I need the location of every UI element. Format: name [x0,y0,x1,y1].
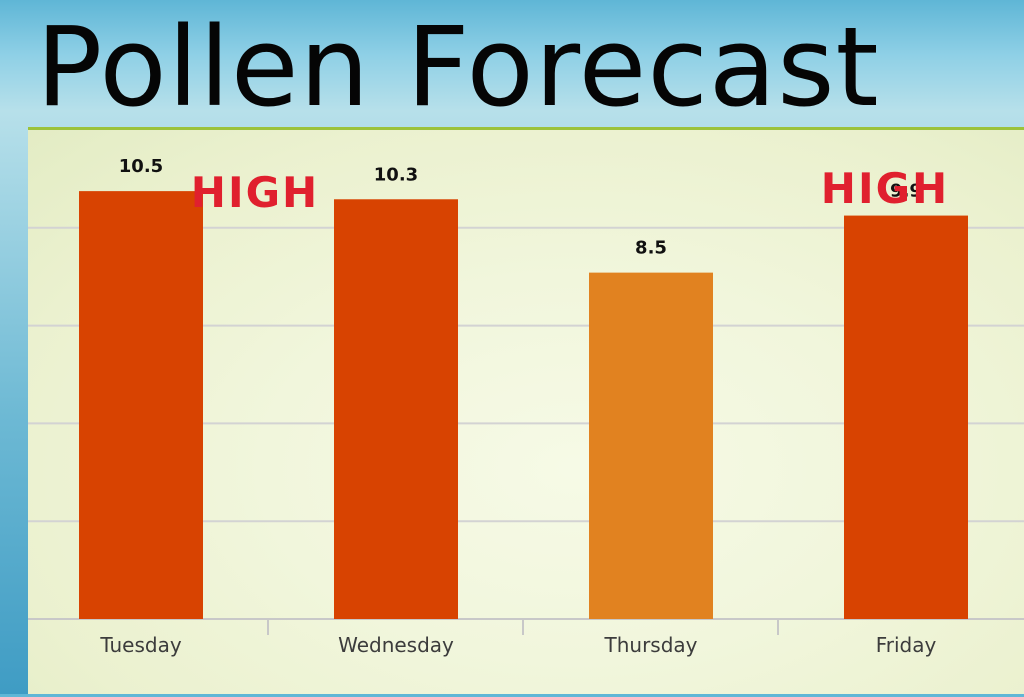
category-label: Wednesday [338,633,454,657]
value-label: 10.3 [374,164,418,185]
chart-panel: 10.5 Tuesday 10.3 Wednesday 8.5 Thursday 9.9 Fr… [28,127,1024,694]
labels: 10.5 Tuesday 10.3 Wednesday 8.5 Thursday 9.9 Fr… [99,156,949,657]
page-title: Pollen Forecast [36,3,880,131]
category-label: Tuesday [99,633,182,657]
bar-thursday [589,272,713,619]
bar-chart: 10.5 Tuesday 10.3 Wednesday 8.5 Thursday 9.9 Fr… [28,156,1024,657]
category-label: Thursday [604,633,698,657]
value-label: 8.5 [635,238,667,259]
category-label: Friday [876,633,937,657]
bar-wednesday [334,199,458,619]
value-label: 9.9 [890,181,922,202]
high-annotation: HIGH [191,168,319,217]
high-annotation: HIGH [821,164,949,213]
bar-tuesday [79,191,203,619]
bar-friday [844,215,968,619]
value-label: 10.5 [119,156,163,177]
bars [79,191,968,619]
